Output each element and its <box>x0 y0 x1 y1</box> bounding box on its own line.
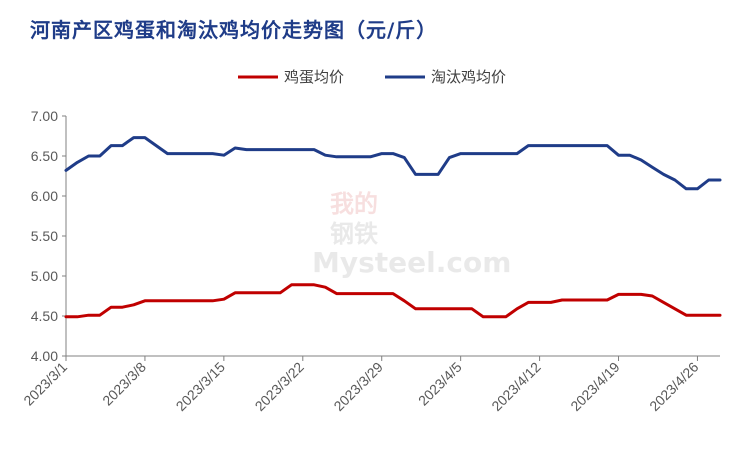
x-tick-label: 2023/4/12 <box>488 359 544 415</box>
x-tick-label: 2023/4/26 <box>646 359 702 415</box>
series-line-2 <box>64 136 722 191</box>
chart-legend: 鸡蛋均价 淘汰鸡均价 <box>238 68 506 86</box>
legend-label-2: 淘汰鸡均价 <box>431 68 506 86</box>
x-tick-label: 2023/3/8 <box>99 359 149 409</box>
mysteel-watermark: 我的 钢铁 Mysteel.com <box>312 190 511 279</box>
x-tick-label: 2023/3/1 <box>20 359 70 409</box>
watermark-cn-bottom: 钢铁 <box>330 220 378 248</box>
y-tick-label: 6.50 <box>31 148 58 164</box>
y-tick-label: 4.00 <box>31 348 58 364</box>
y-tick-label: 4.50 <box>31 308 58 324</box>
y-tick-label: 6.00 <box>31 188 58 204</box>
x-tick-label: 2023/3/29 <box>330 359 386 415</box>
legend-label-1: 鸡蛋均价 <box>284 68 344 86</box>
watermark-cn-top: 我的 <box>330 190 378 218</box>
watermark-en: Mysteel.com <box>312 246 511 279</box>
x-tick-label: 2023/3/22 <box>252 359 308 415</box>
x-tick-label: 2023/4/5 <box>415 359 465 409</box>
series-line-1 <box>64 283 722 319</box>
y-tick-label: 5.00 <box>31 268 58 284</box>
chart-series <box>64 136 722 319</box>
y-tick-label: 5.50 <box>31 228 58 244</box>
y-tick-label: 7.00 <box>31 108 58 124</box>
x-tick-label: 2023/3/15 <box>173 359 229 415</box>
chart-title: 河南产区鸡蛋和淘汰鸡均价走势图（元/斤） <box>30 18 438 42</box>
x-tick-label: 2023/4/19 <box>567 359 623 415</box>
